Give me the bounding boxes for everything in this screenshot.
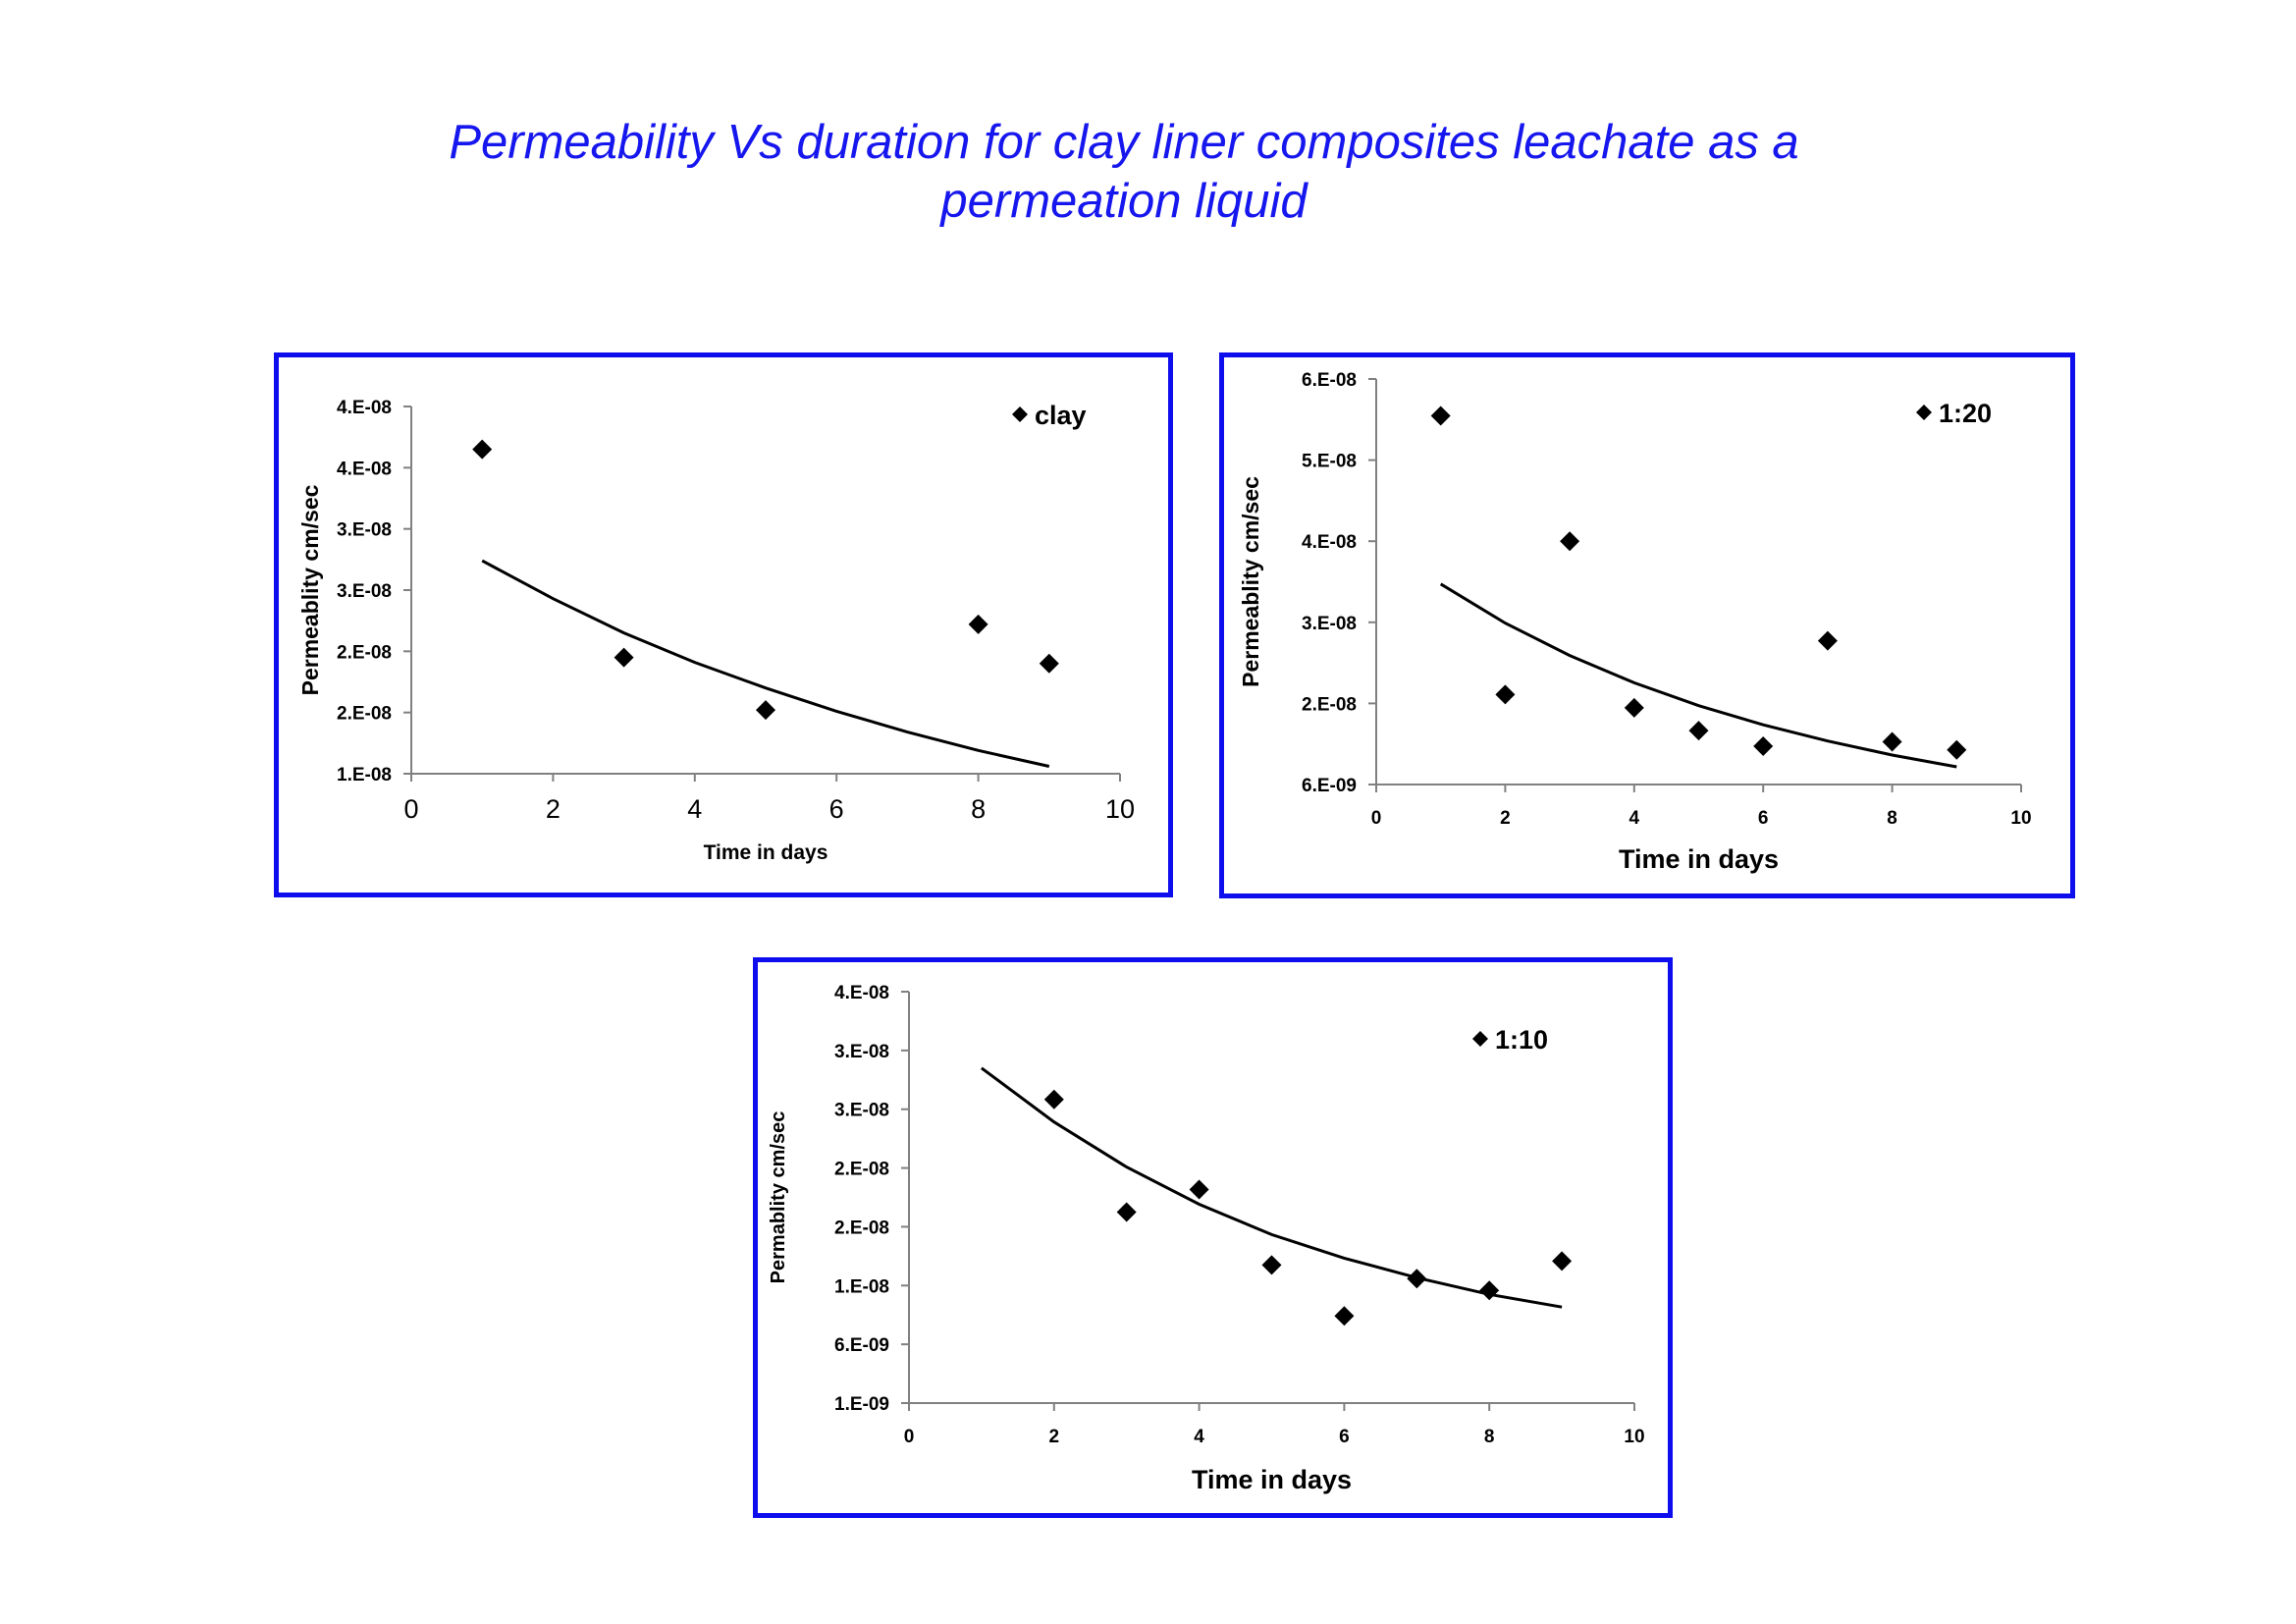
- x-tick-label: 2: [1049, 1427, 1060, 1447]
- y-tick-label: 5.E-08: [1302, 452, 1357, 472]
- x-tick-label: 4: [1194, 1427, 1204, 1447]
- data-point: [1495, 684, 1516, 705]
- y-tick-label: 3.E-08: [1302, 614, 1357, 634]
- data-point: [1261, 1255, 1282, 1275]
- chart-1-20: 0 2 4 6 8 10 6.E-09 2.E-08 3.E-08 4.E-08 5.E-08 6.E…: [1238, 370, 2032, 874]
- x-axis-title: Time in days: [1192, 1465, 1352, 1494]
- trendline: [1439, 582, 1957, 769]
- y-tick-label: 2.E-08: [337, 704, 392, 725]
- data-point: [1116, 1202, 1137, 1222]
- data-point: [1688, 721, 1709, 741]
- chart-panel-clay: 0 2 4 6 8 10 1.E-08 2.E-08 2.E-08 3.E-08 3.E-08 4.E…: [274, 352, 1173, 897]
- y-tick-label: 3.E-08: [834, 1101, 889, 1121]
- data-point: [1334, 1306, 1355, 1326]
- y-tick-label: 4.E-08: [337, 398, 392, 418]
- x-tick-label: 6: [1758, 808, 1769, 829]
- legend-label: clay: [1035, 401, 1087, 430]
- chart-clay: 0 2 4 6 8 10 1.E-08 2.E-08 2.E-08 3.E-08 3.E-08 4.E…: [297, 398, 1135, 864]
- x-tick-label: 10: [2010, 808, 2031, 829]
- y-tick-label: 2.E-08: [834, 1160, 889, 1180]
- y-tick-label: 4.E-08: [834, 983, 889, 1003]
- x-tick-label: 2: [1500, 808, 1511, 829]
- legend-marker: [1012, 406, 1028, 422]
- x-tick-label: 4: [1629, 808, 1640, 829]
- page-title-line-1: Permeability Vs duration for clay liner …: [449, 116, 1799, 169]
- data-point: [1039, 653, 1059, 674]
- data-point: [968, 614, 988, 634]
- x-tick-label: 2: [546, 794, 561, 824]
- y-tick-label: 6.E-09: [834, 1335, 889, 1356]
- legend-marker: [1472, 1031, 1488, 1047]
- data-point: [1947, 739, 1967, 760]
- x-tick-label: 0: [403, 794, 418, 824]
- y-tick-label: 6.E-08: [1302, 370, 1357, 391]
- x-tick-label: 4: [687, 794, 702, 824]
- trendline: [981, 1066, 1563, 1309]
- x-tick-label: 6: [829, 794, 844, 824]
- x-tick-label: 8: [1484, 1427, 1495, 1447]
- legend-label: 1:20: [1939, 399, 1992, 428]
- data-point: [756, 700, 775, 721]
- y-tick-label: 6.E-09: [1302, 776, 1357, 796]
- data-point: [1560, 531, 1580, 552]
- x-tick-label: 0: [1371, 808, 1382, 829]
- trendline: [481, 559, 1050, 768]
- y-tick-label: 4.E-08: [337, 459, 392, 479]
- y-axis-title: Permeablity cm/sec: [1238, 476, 1263, 687]
- y-tick-label: 3.E-08: [834, 1042, 889, 1062]
- y-tick-label: 1.E-08: [337, 765, 392, 785]
- data-point: [1817, 630, 1838, 651]
- data-point: [614, 647, 634, 668]
- legend-marker: [1916, 405, 1932, 420]
- x-tick-label: 0: [904, 1427, 915, 1447]
- chart-panel-1-10: 0 2 4 6 8 10 1.E-09 6.E-09 1.E-08 2.E-08 2.E-08 3.E…: [753, 957, 1673, 1518]
- data-point: [1430, 406, 1451, 426]
- data-point: [1882, 731, 1902, 752]
- y-tick-label: 2.E-08: [834, 1218, 889, 1238]
- y-tick-label: 1.E-08: [834, 1276, 889, 1297]
- data-point: [1043, 1089, 1064, 1110]
- x-tick-label: 8: [1887, 808, 1897, 829]
- data-point: [1189, 1179, 1209, 1200]
- x-tick-label: 8: [971, 794, 986, 824]
- chart-panel-1-20: 0 2 4 6 8 10 6.E-09 2.E-08 3.E-08 4.E-08 5.E-08 6.E…: [1219, 352, 2075, 898]
- data-point: [1407, 1269, 1427, 1289]
- y-tick-label: 2.E-08: [1302, 694, 1357, 715]
- data-point: [472, 439, 493, 460]
- x-tick-label: 10: [1105, 794, 1135, 824]
- data-point: [1753, 735, 1774, 756]
- x-tick-label: 10: [1624, 1427, 1644, 1447]
- y-tick-label: 1.E-09: [834, 1394, 889, 1415]
- chart-1-10: 0 2 4 6 8 10 1.E-09 6.E-09 1.E-08 2.E-08 2.E-08 3.E…: [768, 983, 1645, 1494]
- y-tick-label: 2.E-08: [337, 642, 392, 663]
- y-axis-title: Permeablity cm/sec: [297, 484, 323, 695]
- x-tick-label: 6: [1339, 1427, 1350, 1447]
- y-tick-label: 4.E-08: [1302, 532, 1357, 553]
- x-axis-title: Time in days: [704, 841, 828, 864]
- legend-label: 1:10: [1495, 1025, 1548, 1055]
- data-point: [1479, 1280, 1500, 1301]
- page-title: Permeability Vs duration for clay liner …: [0, 113, 2248, 231]
- data-point: [1552, 1251, 1573, 1272]
- y-tick-label: 3.E-08: [337, 520, 392, 541]
- y-axis-title: Permablity cm/sec: [768, 1111, 789, 1284]
- data-point: [1624, 697, 1644, 718]
- page-title-line-2: permeation liquid: [940, 175, 1308, 228]
- x-axis-title: Time in days: [1619, 844, 1779, 874]
- y-tick-label: 3.E-08: [337, 581, 392, 602]
